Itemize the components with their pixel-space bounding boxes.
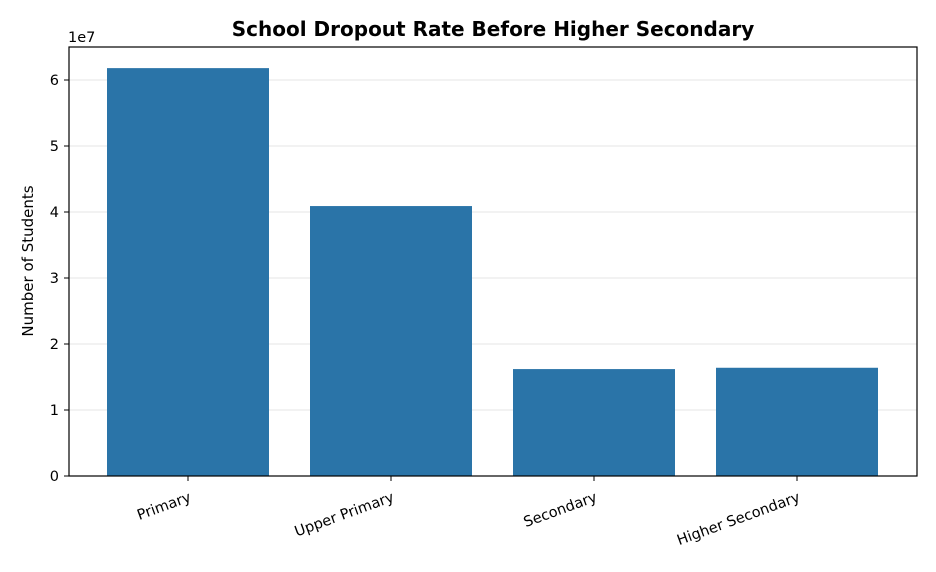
x-tick-label: Higher Secondary <box>675 489 803 549</box>
y-tick-label: 1 <box>50 403 59 419</box>
y-tick-label: 5 <box>50 139 59 155</box>
bar-primary <box>107 68 269 477</box>
x-tick-label: Upper Primary <box>293 489 397 540</box>
x-axis: Primary Upper Primary Secondary Higher Seco… <box>135 476 803 549</box>
bar-secondary <box>513 369 675 476</box>
plot-frame <box>68 46 918 477</box>
y-axis-label: Number of Students <box>19 185 37 336</box>
y-tick-label: 6 <box>50 73 59 89</box>
y-tick-label: 4 <box>50 205 59 221</box>
x-tick-label: Secondary <box>522 489 600 530</box>
y-tick-label: 0 <box>50 469 59 485</box>
y-axis: 0 1 2 3 4 5 6 <box>50 73 69 485</box>
y-axis-offset-label: 1e7 <box>68 30 95 46</box>
x-tick-label: Primary <box>135 489 194 523</box>
bar-higher-secondary <box>716 367 878 476</box>
y-tick-label: 2 <box>50 337 59 353</box>
bars <box>107 68 878 477</box>
y-tick-label: 3 <box>50 271 59 287</box>
chart-title: School Dropout Rate Before Higher Second… <box>232 17 755 41</box>
bar-upper-primary <box>310 206 472 476</box>
